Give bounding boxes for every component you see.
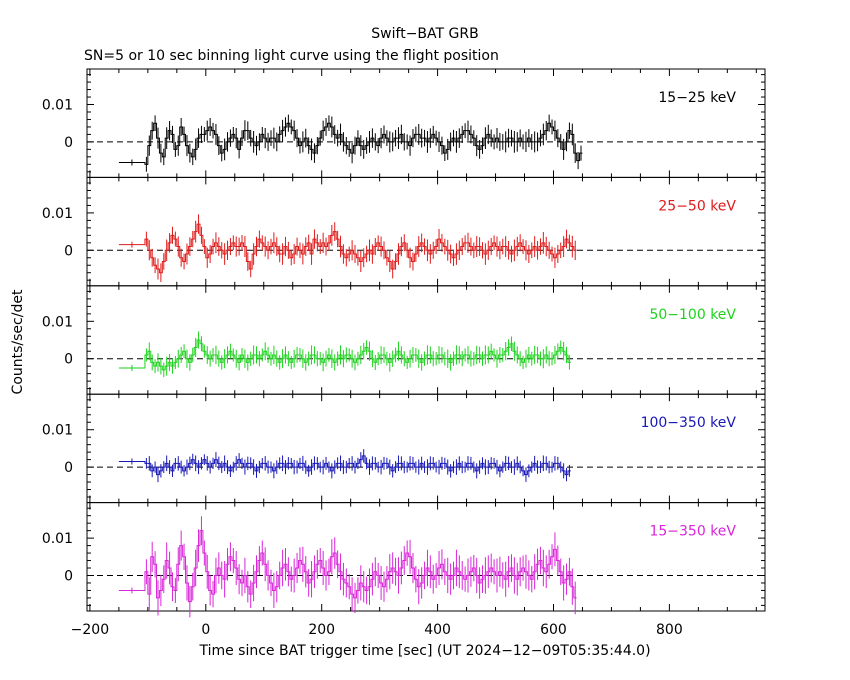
energy-band-label: 15−25 keV (658, 90, 736, 106)
x-axis-label: Time since BAT trigger time [sec] (UT 20… (198, 643, 650, 659)
panel-4: 0 0.01 100−350 keV (42, 393, 766, 504)
y-tick-label: 0 (64, 460, 73, 476)
panel-frame (86, 393, 766, 504)
energy-band-label: 50−100 keV (649, 307, 736, 323)
panel-frame (86, 68, 766, 178)
light-curve-series (118, 530, 577, 603)
energy-band-label: 15−350 keV (649, 524, 736, 540)
y-tick-label: 0.01 (42, 314, 73, 330)
y-tick-label: 0 (64, 568, 73, 584)
error-bars (131, 114, 582, 172)
x-tick-label: 800 (656, 622, 683, 638)
panel-frame (86, 502, 766, 612)
panel-frame (86, 285, 766, 395)
x-tick-label: 400 (424, 622, 451, 638)
y-tick-label: 0.01 (42, 423, 73, 439)
panel-3: 0 0.01 50−100 keV (42, 285, 766, 395)
x-tick-label: 600 (540, 622, 567, 638)
panels-group: 0 0.01 15−25 keV 0 0.01 25−50 keV 0 0.01 50−100 … (42, 68, 766, 638)
y-tick-label: 0.01 (42, 531, 73, 547)
x-tick-label: 0 (201, 622, 210, 638)
y-tick-label: 0 (64, 135, 73, 151)
error-bars (131, 214, 576, 283)
y-tick-label: 0 (64, 352, 73, 368)
x-tick-label: 200 (308, 622, 335, 638)
chart-subtitle: SN=5 or 10 sec binning light curve using… (84, 48, 499, 64)
error-bars (131, 516, 576, 618)
energy-band-label: 100−350 keV (641, 415, 737, 431)
error-bars (131, 331, 570, 378)
light-curve-series (118, 223, 577, 274)
light-curve-series (118, 122, 583, 165)
panel-1: 0 0.01 15−25 keV (42, 68, 766, 178)
y-axis-label: Counts/sec/det (10, 289, 26, 394)
y-tick-label: 0.01 (42, 206, 73, 222)
x-tick-label: −200 (71, 622, 109, 638)
y-tick-label: 0.01 (42, 98, 73, 114)
chart-title: Swift−BAT GRB (371, 26, 478, 42)
light-curve-series (118, 339, 571, 371)
energy-band-label: 25−50 keV (658, 198, 736, 214)
panel-5: 0 0.01 15−350 keV (42, 502, 766, 618)
y-tick-label: 0 (64, 243, 73, 259)
error-bars (131, 449, 570, 483)
panel-2: 0 0.01 25−50 keV (42, 176, 766, 287)
panel-frame (86, 176, 766, 287)
